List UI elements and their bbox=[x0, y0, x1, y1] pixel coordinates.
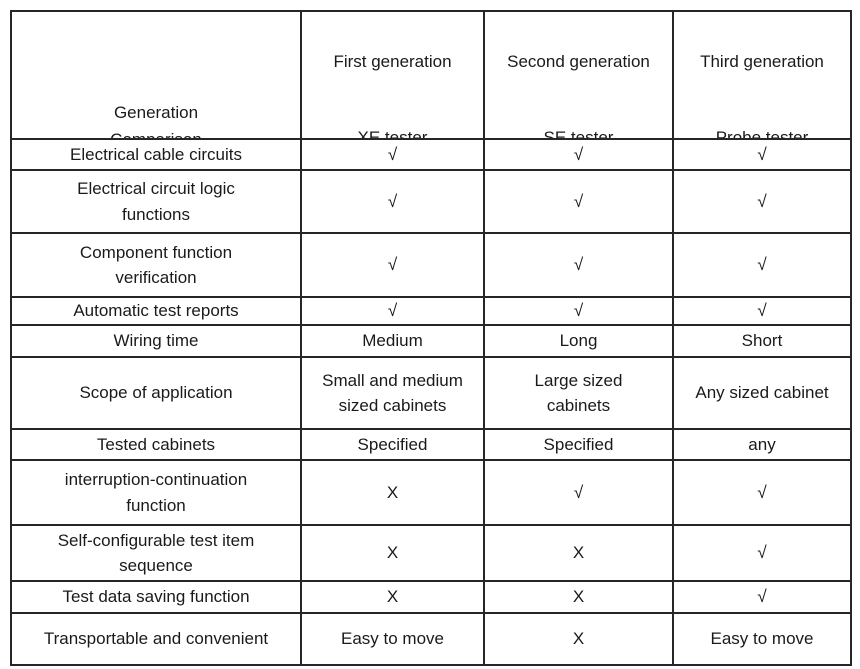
row-label: Test data saving function bbox=[10, 580, 302, 614]
cell-value-second-generation: X bbox=[483, 524, 674, 582]
row-label: Scope of application bbox=[10, 356, 302, 430]
row-label: Wiring time bbox=[10, 324, 302, 358]
cell-value-first-generation: X bbox=[300, 459, 485, 526]
cell-value-first-generation: √ bbox=[300, 169, 485, 234]
tester-label: SE tester bbox=[543, 128, 614, 139]
cell-value-second-generation: √ bbox=[483, 296, 674, 326]
corner-header-stack: Generation Comparison bbox=[16, 38, 296, 138]
generation-label: First generation bbox=[333, 51, 452, 71]
cell-value-second-generation: √ bbox=[483, 459, 674, 526]
cell-value-second-generation: X bbox=[483, 612, 674, 666]
row-label: Transportable and convenient bbox=[10, 612, 302, 666]
cell-value-second-generation: Specified bbox=[483, 428, 674, 461]
table-row: Scope of application Small and medium si… bbox=[10, 356, 852, 430]
table-body: Electrical cable circuits √ √ √ Electric… bbox=[10, 138, 852, 666]
row-label: Component function verification bbox=[10, 232, 302, 298]
row-label: Self-configurable test item sequence bbox=[10, 524, 302, 582]
column-header-third-generation: Third generation Probe tester bbox=[672, 10, 852, 140]
table-row: Self-configurable test item sequence X X… bbox=[10, 524, 852, 582]
generation-comparison-table: Generation Comparison First generation X… bbox=[10, 10, 852, 666]
column-header-stack: Third generation Probe tester bbox=[678, 38, 846, 139]
cell-value-third-generation: √ bbox=[672, 524, 852, 582]
cell-value-first-generation: √ bbox=[300, 232, 485, 298]
column-header-stack: First generation XE tester bbox=[306, 38, 479, 139]
cell-value-first-generation: Specified bbox=[300, 428, 485, 461]
cell-value-second-generation: Long bbox=[483, 324, 674, 358]
row-label: Electrical cable circuits bbox=[10, 138, 302, 171]
cell-value-first-generation: √ bbox=[300, 296, 485, 326]
table-row: Component function verification √ √ √ bbox=[10, 232, 852, 298]
cell-value-second-generation: √ bbox=[483, 138, 674, 171]
table-row: Electrical cable circuits √ √ √ bbox=[10, 138, 852, 171]
corner-line2: Comparison bbox=[16, 127, 296, 137]
cell-value-first-generation: √ bbox=[300, 138, 485, 171]
column-header-stack: Second generation SE tester bbox=[489, 38, 668, 139]
corner-line1: Generation bbox=[113, 102, 199, 122]
row-label: Electrical circuit logic functions bbox=[10, 169, 302, 234]
generation-label: Second generation bbox=[507, 51, 650, 71]
corner-header-cell: Generation Comparison bbox=[10, 10, 302, 140]
cell-value-third-generation: Any sized cabinet bbox=[672, 356, 852, 430]
cell-value-first-generation: Small and medium sized cabinets bbox=[300, 356, 485, 430]
table-row: Test data saving function X X √ bbox=[10, 580, 852, 614]
cell-value-first-generation: Easy to move bbox=[300, 612, 485, 666]
cell-value-second-generation: Large sized cabinets bbox=[483, 356, 674, 430]
cell-value-first-generation: Medium bbox=[300, 324, 485, 358]
table-row: interruption-continuation function X √ √ bbox=[10, 459, 852, 526]
cell-value-third-generation: √ bbox=[672, 138, 852, 171]
tester-label: XE tester bbox=[357, 128, 428, 139]
cell-value-third-generation: √ bbox=[672, 232, 852, 298]
cell-value-third-generation: Short bbox=[672, 324, 852, 358]
row-label: Tested cabinets bbox=[10, 428, 302, 461]
table-row: Automatic test reports √ √ √ bbox=[10, 296, 852, 326]
cell-value-third-generation: √ bbox=[672, 169, 852, 234]
row-label: Automatic test reports bbox=[10, 296, 302, 326]
cell-value-second-generation: √ bbox=[483, 232, 674, 298]
row-label: interruption-continuation function bbox=[10, 459, 302, 526]
table-row: Transportable and convenient Easy to mov… bbox=[10, 612, 852, 666]
cell-value-third-generation: √ bbox=[672, 459, 852, 526]
tester-label: Probe tester bbox=[715, 128, 809, 139]
cell-value-first-generation: X bbox=[300, 580, 485, 614]
column-header-first-generation: First generation XE tester bbox=[300, 10, 485, 140]
cell-value-second-generation: X bbox=[483, 580, 674, 614]
column-header-second-generation: Second generation SE tester bbox=[483, 10, 674, 140]
cell-value-third-generation: √ bbox=[672, 580, 852, 614]
cell-value-third-generation: √ bbox=[672, 296, 852, 326]
generation-label: Third generation bbox=[700, 51, 824, 71]
table-row: Wiring time Medium Long Short bbox=[10, 324, 852, 358]
header-row: Generation Comparison First generation X… bbox=[10, 10, 852, 140]
table-row: Tested cabinets Specified Specified any bbox=[10, 428, 852, 461]
cell-value-first-generation: X bbox=[300, 524, 485, 582]
table-row: Electrical circuit logic functions √ √ √ bbox=[10, 169, 852, 234]
cell-value-second-generation: √ bbox=[483, 169, 674, 234]
cell-value-third-generation: Easy to move bbox=[672, 612, 852, 666]
cell-value-third-generation: any bbox=[672, 428, 852, 461]
